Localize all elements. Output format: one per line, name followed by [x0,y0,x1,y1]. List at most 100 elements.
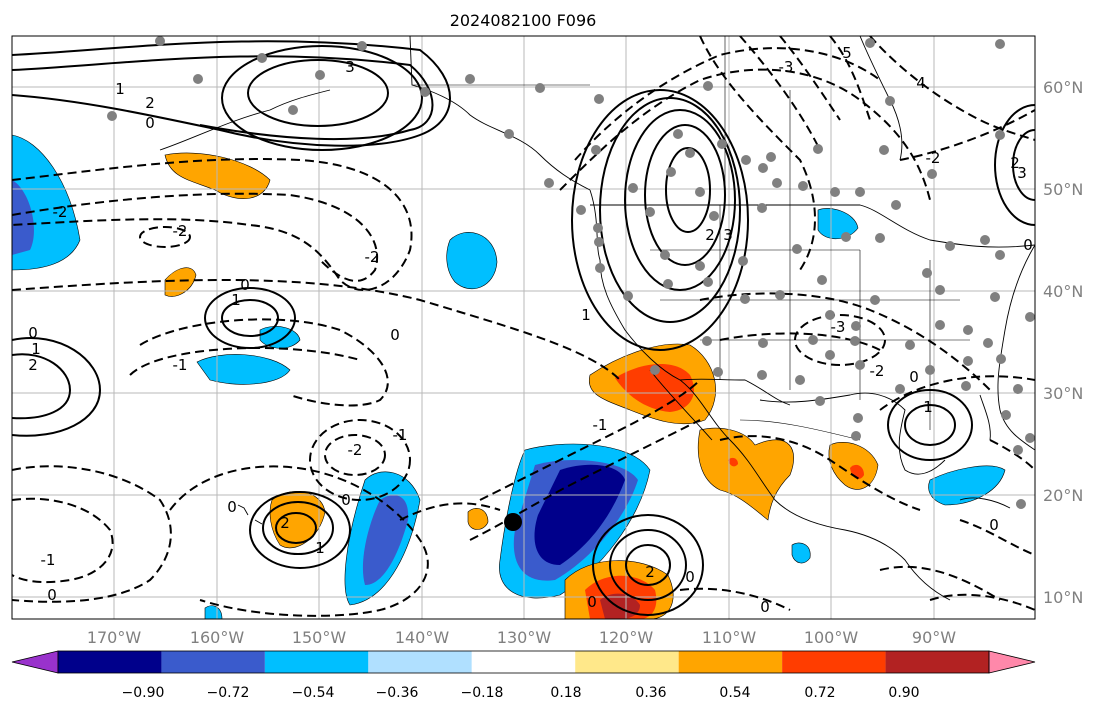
y-tick: 20°N [1043,486,1083,505]
colorbar-segment [368,651,472,673]
clabel: -2 [53,203,68,221]
baja [649,369,713,441]
colorbar-tick: 0.90 [888,685,919,701]
clabel: 0 [1023,236,1033,254]
clabel: -2 [365,248,380,266]
clabel: 3 [723,226,733,244]
shade-mexico-orange [697,427,794,521]
colorbar [11,650,1036,674]
clabel: 2 [705,226,715,244]
storm-marker [504,513,522,531]
clabel: 3 [345,58,355,76]
hawaii-1 [237,504,249,516]
colorbar-extend-low [11,650,59,674]
clabel: 2 [28,356,38,374]
x-tick: 120°W [599,628,654,647]
y-tick: 10°N [1043,588,1083,607]
colorbar-segment [58,651,162,673]
clabel: 5 [842,44,852,62]
shade-central-blue [446,232,498,290]
station-dots [107,36,1035,509]
clabel: 0 [685,568,695,586]
y-tick: 40°N [1043,282,1083,301]
clabel: 2 [145,94,155,112]
clabel: -2 [173,222,188,240]
clabel: 1 [231,291,241,309]
clabel: 3 [1017,164,1027,182]
x-tick: 150°W [292,628,347,647]
clabel: -1 [41,551,56,569]
clabel: -3 [779,58,794,76]
colorbar-segment [678,651,783,673]
x-tick: 110°W [702,628,757,647]
colorbar-frame [57,650,990,674]
clabel: 0 [341,491,351,509]
east-coast [997,244,1035,451]
clabel: 1 [31,340,41,358]
clabel: 0 [227,498,237,516]
figure-title: 2024082100 F096 [450,11,597,30]
clabel: 0 [989,516,999,534]
y-tick-labels: 60°N 50°N 40°N 30°N 20°N 10°N [1043,78,1083,607]
colorbar-segment [471,651,576,673]
clabel: -2 [926,149,941,167]
shade-small-orange-2 [467,508,489,530]
clabel: 0 [145,114,155,132]
colorbar-segment [161,651,265,673]
colorbar-segment [782,651,886,673]
colorbar-tick: 0.72 [804,685,835,701]
colorbar-tick: −0.72 [207,685,250,701]
west-coast-na [589,189,951,601]
clabel: 0 [587,593,597,611]
x-tick: 160°W [190,628,245,647]
clabel: -2 [870,362,885,380]
shade-lakes-blue [817,208,859,240]
shade-ns-darkblue [362,495,409,585]
clabel: 0 [390,326,400,344]
colorbar-tick: −0.36 [376,685,419,701]
colorbar-tick: −0.18 [461,685,504,701]
cuba [959,497,1011,509]
clabel: 1 [581,306,591,324]
colorbar-extend-high [988,650,1036,674]
colorbar-segment [885,651,989,673]
x-tick: 100°W [804,628,859,647]
clabel: 2 [1010,154,1020,172]
clabel: 4 [916,74,926,92]
us-canada-border [590,204,1035,248]
y-tick: 50°N [1043,180,1083,199]
colorbar-tick: −0.54 [292,685,335,701]
clabel: -2 [348,441,363,459]
shade-small-orange-1 [164,267,197,297]
shade-tiny-blue [204,605,223,619]
mexico-states [739,419,861,441]
clabel: -1 [393,426,408,444]
clabel: 0 [47,586,57,604]
shade-big-navy [534,464,625,565]
contour-labels: 3 2 1 0 -2 -2 -2 0 1 0 0 1 2 -1 -2 -1 0 … [28,44,1033,616]
x-tick-labels: 170°W 160°W 150°W 140°W 130°W 120°W 110°… [87,628,956,647]
clabel: 1 [923,398,933,416]
clabel: 0 [240,276,250,294]
aleutians [159,89,331,151]
shade-small-blue [791,542,811,564]
gulf-coast [759,392,946,475]
colorbar-tick: 0.18 [550,685,581,701]
contours-negative [12,36,1035,617]
clabel: -1 [173,356,188,374]
clabel: 1 [315,539,325,557]
clabel: -1 [593,416,608,434]
hawaii-2 [254,519,263,525]
x-tick: 170°W [87,628,142,647]
map-frame [11,35,1036,620]
shade-blue-3 [196,354,291,385]
alaska-coast [409,36,591,191]
y-tick: 60°N [1043,78,1083,97]
florida [979,394,991,441]
colorbar-tick: 0.54 [719,685,750,701]
coastlines [159,36,1035,601]
clabel: 0 [28,324,38,342]
map-area: 3 2 1 0 -2 -2 -2 0 1 0 0 1 2 -1 -2 -1 0 … [12,36,1035,619]
colorbar-tick: 0.36 [635,685,666,701]
